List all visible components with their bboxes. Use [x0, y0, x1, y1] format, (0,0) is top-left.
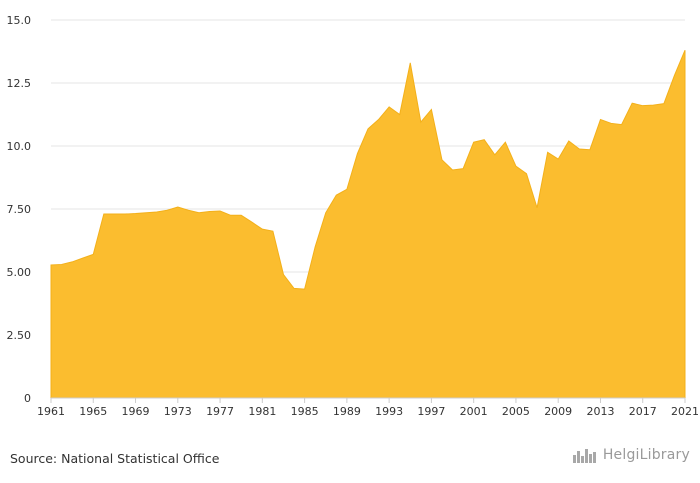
x-tick-label: 1981 — [248, 405, 276, 418]
y-tick-label: 2.50 — [7, 329, 32, 342]
x-tick-label: 1961 — [37, 405, 65, 418]
city-skyline-icon — [572, 449, 596, 463]
x-axis: 1961 1965 1969 1973 1977 1981 1985 1989 1993 1997… — [37, 397, 699, 418]
logo-text: HelgiLibrary — [602, 447, 690, 463]
x-tick-label: 2001 — [460, 405, 488, 418]
x-tick-label: 2021 — [671, 405, 699, 418]
y-tick-label: 10.0 — [7, 140, 32, 153]
x-tick-label: 2017 — [629, 405, 657, 418]
x-tick-label: 1973 — [164, 405, 192, 418]
x-tick-label: 1985 — [291, 405, 319, 418]
y-tick-label: 12.5 — [7, 77, 32, 90]
y-tick-label: 0 — [24, 392, 31, 405]
source-note: Source: National Statistical Office — [10, 451, 220, 466]
y-tick-label: 7.50 — [7, 203, 32, 216]
y-tick-label: 15.0 — [7, 14, 32, 27]
area-series — [50, 50, 686, 399]
y-axis: 0 2.50 5.00 7.50 10.0 12.5 15.0 — [7, 14, 32, 405]
x-tick-label: 1993 — [375, 405, 403, 418]
x-tick-label: 2013 — [586, 405, 614, 418]
x-tick-label: 2009 — [544, 405, 572, 418]
y-tick-label: 5.00 — [7, 266, 32, 279]
x-tick-label: 1997 — [417, 405, 445, 418]
x-tick-label: 1965 — [79, 405, 107, 418]
x-tick-label: 1989 — [333, 405, 361, 418]
x-tick-label: 2005 — [502, 405, 530, 418]
x-tick-label: 1977 — [206, 405, 234, 418]
helgilibrary-logo: HelgiLibrary — [572, 447, 690, 463]
area-fill — [50, 50, 686, 399]
x-tick-label: 1969 — [122, 405, 150, 418]
